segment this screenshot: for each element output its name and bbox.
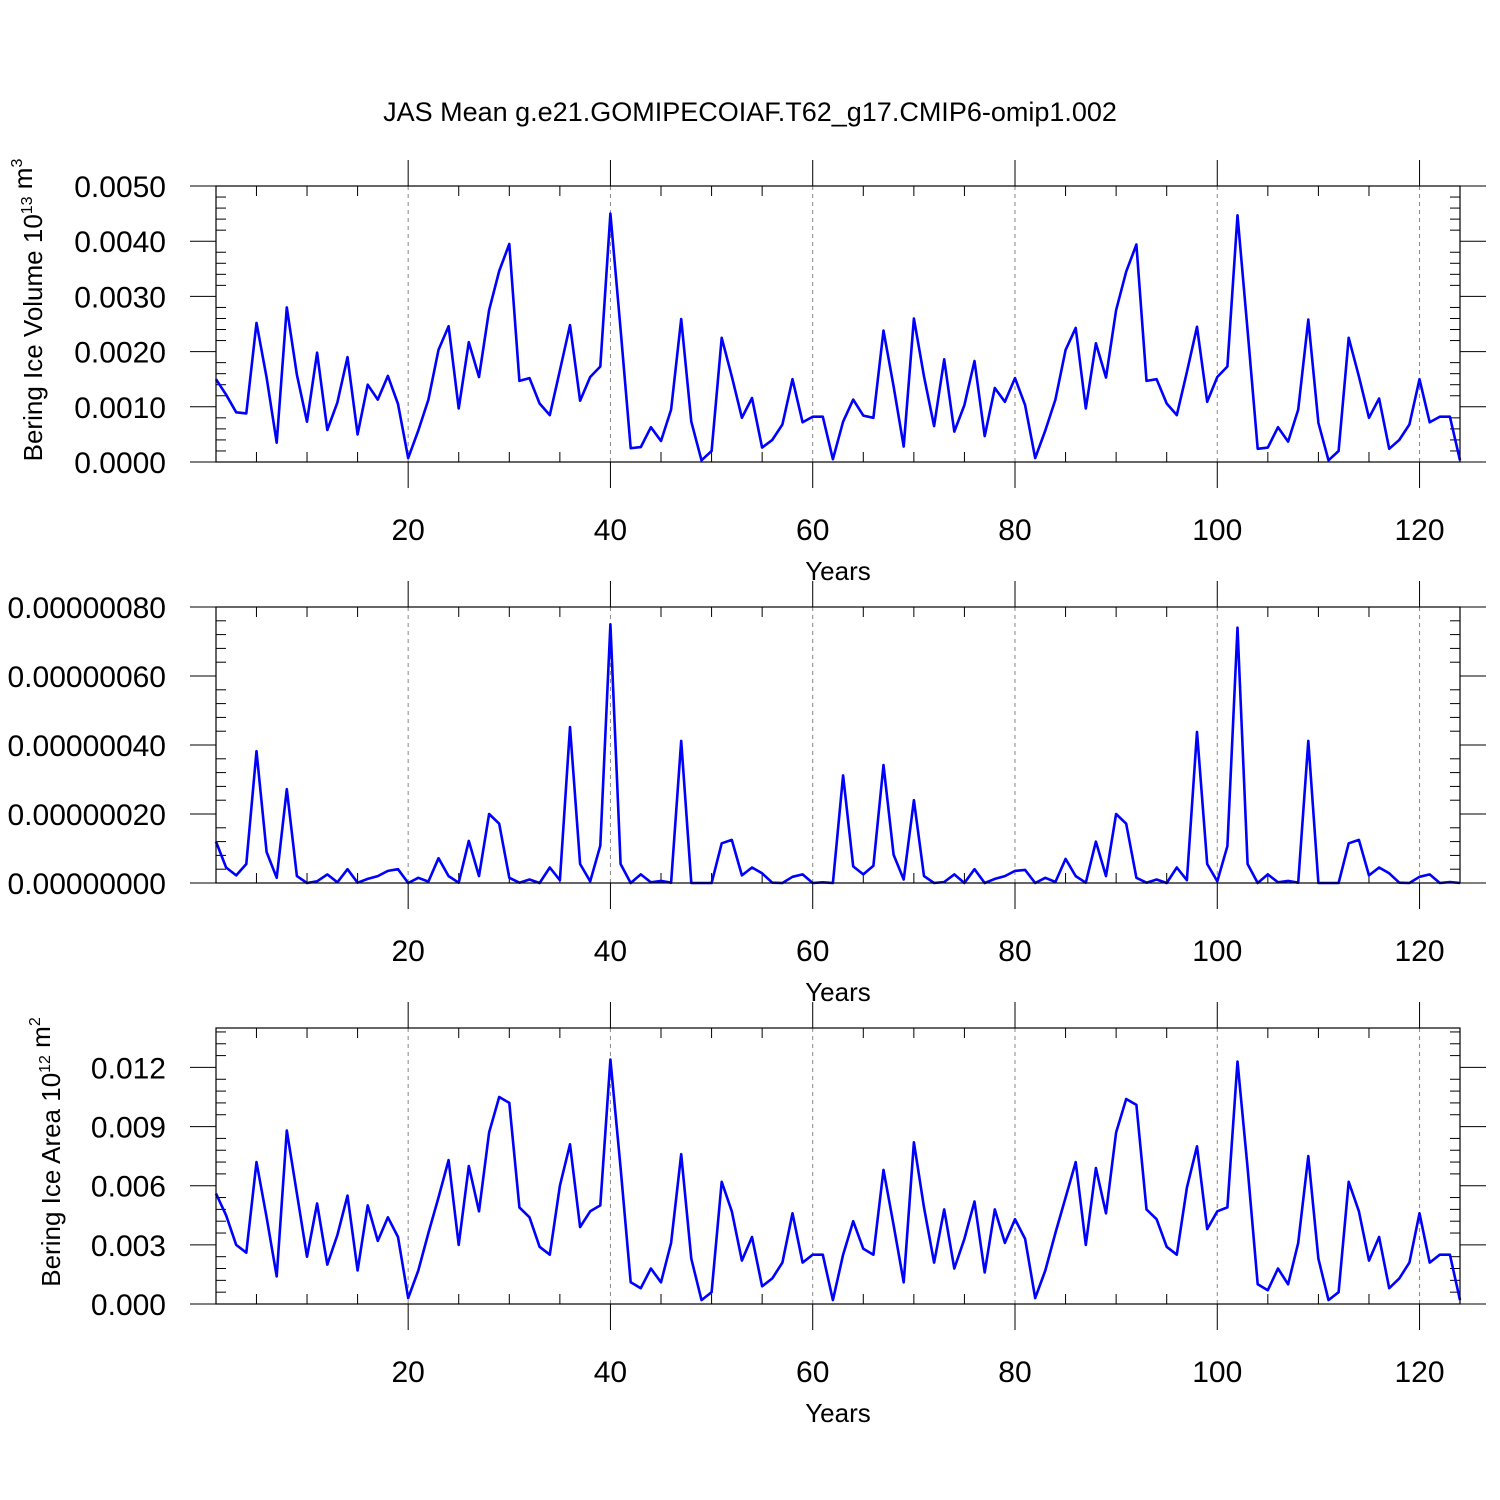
- panel-2: 0.00000000 0.00000020 0.00000040 0.00000060…: [8, 581, 1486, 1007]
- x-tick-label: 80: [998, 1356, 1031, 1389]
- x-tick-label: 20: [391, 514, 424, 547]
- x-tick-label: 60: [796, 514, 829, 547]
- y-tick-label: 0.0050: [74, 171, 166, 204]
- y-tick-label: 0.006: [91, 1171, 166, 1204]
- x-tick-label: 120: [1395, 514, 1445, 547]
- y-tick-label: 0.0010: [74, 392, 166, 425]
- y-tick-label: 0.003: [91, 1230, 166, 1263]
- x-tick-label: 100: [1192, 935, 1242, 968]
- x-tick-label: 40: [594, 514, 627, 547]
- x-tick-label: 80: [998, 514, 1031, 547]
- y-tick-label: 0.000: [91, 1289, 166, 1322]
- x-tick-label: 60: [796, 1356, 829, 1389]
- y-tick-label: 0.00000000: [8, 868, 167, 901]
- x-tick-label: 100: [1192, 1356, 1242, 1389]
- y-tick-label: 0.0030: [74, 281, 166, 314]
- y-tick-label: 0.012: [91, 1052, 166, 1085]
- y-tick-label: 0.00000020: [8, 799, 167, 832]
- x-tick-label: 60: [796, 935, 829, 968]
- panel-3: 0.000 0.003 0.006 0.009 0.012 20 40 60 80 100 120 Y…: [26, 1002, 1486, 1428]
- y-axis-title: Bering Ice Volume 1013 m3: [8, 159, 48, 462]
- x-tick-label: 120: [1395, 935, 1445, 968]
- panel-1: 0.0000 0.0010 0.0020 0.0030 0.0040 0.0050 20 40…: [8, 159, 1486, 586]
- plot-frame: [215, 606, 1461, 884]
- x-tick-label: 20: [391, 1356, 424, 1389]
- y-axis-title: Bering Ice Area 1012 m2: [26, 1017, 66, 1287]
- x-tick-label: 20: [391, 935, 424, 968]
- y-tick-label: 0.00000080: [8, 592, 167, 625]
- chart-title: JAS Mean g.e21.GOMIPECOIAF.T62_g17.CMIP6…: [383, 97, 1117, 127]
- plot-frame: [215, 1027, 1461, 1305]
- x-tick-label: 40: [594, 1356, 627, 1389]
- y-tick-label: 0.00000040: [8, 730, 167, 763]
- series-line: [214, 212, 1462, 462]
- x-axis-title: Years: [805, 977, 871, 1007]
- y-tick-label: 0.0000: [74, 447, 166, 480]
- plot-frame: [215, 185, 1461, 463]
- x-tick-label: 120: [1395, 1356, 1445, 1389]
- x-tick-label: 100: [1192, 514, 1242, 547]
- x-axis-title: Years: [805, 556, 871, 586]
- y-tick-label: 0.0020: [74, 337, 166, 370]
- y-tick-label: 0.00000060: [8, 661, 167, 694]
- series-line: [214, 622, 1461, 885]
- y-tick-label: 0.009: [91, 1112, 166, 1145]
- series-line: [214, 1058, 1462, 1302]
- y-tick-label: 0.0040: [74, 226, 166, 259]
- x-axis-title: Years: [805, 1398, 871, 1428]
- x-tick-label: 40: [594, 935, 627, 968]
- x-tick-label: 80: [998, 935, 1031, 968]
